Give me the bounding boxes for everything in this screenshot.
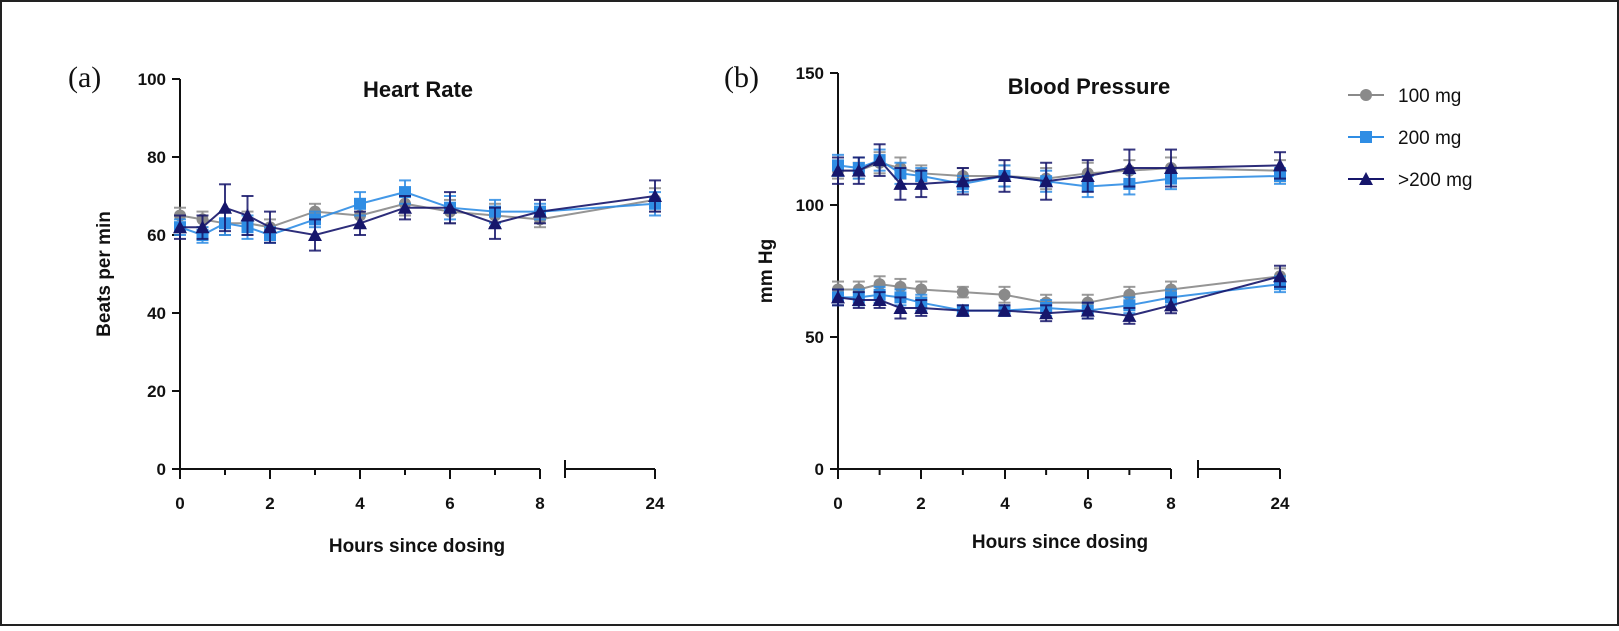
data-point (956, 286, 969, 299)
series-2 (831, 143, 1287, 201)
data-point (914, 176, 929, 190)
x-tick-label: 2 (916, 494, 925, 513)
data-point (533, 204, 547, 218)
x-tick-label: 6 (1083, 494, 1092, 513)
data-point (173, 220, 187, 234)
data-point (1080, 168, 1095, 182)
data-point (195, 220, 210, 234)
data-point (240, 208, 255, 222)
y-tick-label: 60 (147, 226, 166, 245)
chart-title: Blood Pressure (1008, 74, 1171, 99)
x-axis-label: Hours since dosing (972, 532, 1148, 553)
y-axis-label: Beats per min (94, 211, 115, 337)
data-point (1122, 161, 1137, 175)
legend: 100 mg 200 mg >200 mg (1348, 86, 1472, 191)
data-point (872, 293, 887, 307)
y-tick-label: 0 (157, 460, 166, 479)
data-point (851, 293, 866, 307)
x-tick-label: 4 (355, 494, 365, 513)
series-line-break-segment (1170, 275, 1281, 307)
data-point (218, 200, 232, 214)
legend-label: 100 mg (1398, 86, 1461, 107)
x-tick-label: 0 (175, 494, 184, 513)
legend-label: >200 mg (1398, 170, 1472, 191)
x-axis-label: Hours since dosing (329, 536, 505, 557)
data-point (998, 288, 1011, 301)
y-tick-label: 150 (796, 64, 824, 83)
y-tick-label: 100 (138, 70, 166, 89)
legend-marker (1360, 89, 1372, 101)
x-tick-label: 0 (833, 494, 842, 513)
data-point (1039, 174, 1054, 188)
panel-label: (b) (724, 61, 759, 94)
y-tick-label: 0 (815, 460, 824, 479)
data-point (1273, 269, 1287, 283)
series-5 (831, 264, 1287, 325)
data-point (398, 200, 412, 214)
data-point (443, 200, 457, 214)
series-line-break-segment (1170, 164, 1281, 170)
x-tick-label: 24 (1271, 494, 1290, 513)
data-point (997, 303, 1012, 317)
chart-title: Heart Rate (363, 77, 473, 102)
data-point (1080, 303, 1095, 317)
series-line-break-segment (1170, 275, 1281, 291)
x-tick-label: 6 (445, 494, 454, 513)
legend-marker (1360, 131, 1372, 143)
legend-marker (1359, 172, 1373, 185)
data-point (997, 168, 1012, 182)
x-tick-label: 8 (1166, 494, 1175, 513)
data-point (915, 283, 928, 296)
data-point (1164, 298, 1178, 312)
data-point (955, 303, 970, 317)
data-point (354, 197, 366, 210)
y-tick-label: 40 (147, 304, 166, 323)
data-point (648, 189, 662, 202)
data-point (851, 163, 866, 177)
data-point (955, 174, 970, 188)
x-tick-label: 24 (646, 494, 665, 513)
y-tick-label: 100 (796, 196, 824, 215)
legend-label: 200 mg (1398, 128, 1461, 149)
y-tick-label: 80 (147, 148, 166, 167)
x-tick-label: 8 (535, 494, 544, 513)
data-point (893, 300, 908, 314)
data-point (893, 176, 908, 190)
data-point (488, 216, 502, 230)
data-point (353, 216, 367, 230)
data-point (831, 163, 845, 177)
y-tick-label: 20 (147, 382, 166, 401)
y-axis-label: mm Hg (756, 239, 777, 303)
x-tick-label: 2 (265, 494, 274, 513)
data-point (914, 300, 929, 314)
series-line-break-segment (1170, 174, 1281, 180)
y-tick-label: 50 (805, 328, 824, 347)
x-tick-label: 4 (1000, 494, 1010, 513)
series-line-break-segment (539, 198, 656, 221)
panel-label: (a) (68, 61, 101, 94)
series-2 (173, 179, 662, 252)
data-point (872, 153, 887, 167)
data-point (308, 228, 322, 241)
data-point (1039, 306, 1054, 320)
data-point (1164, 161, 1178, 175)
series-line-break-segment (539, 202, 656, 213)
series-line-break-segment (539, 195, 656, 213)
data-point (831, 290, 845, 304)
data-point (1122, 308, 1137, 322)
data-point (1273, 158, 1287, 172)
data-point (263, 220, 277, 234)
